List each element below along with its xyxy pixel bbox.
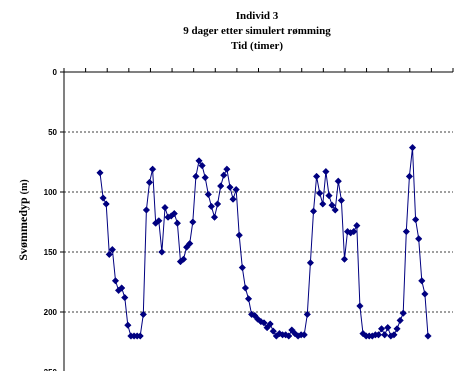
- data-point-4: [108, 245, 117, 254]
- data-point-2: [102, 200, 110, 208]
- data-point-55: [266, 320, 274, 328]
- y-tick-label-250: 250: [44, 368, 58, 371]
- data-point-33: [198, 161, 206, 170]
- data-point-19: [155, 217, 163, 225]
- data-point-43: [229, 195, 237, 203]
- gridlines: [64, 131, 453, 313]
- data-point-67: [303, 310, 311, 319]
- data-point-72: [319, 200, 327, 208]
- data-point-24: [170, 209, 178, 218]
- data-point-56: [269, 327, 277, 335]
- data-point-99: [402, 227, 410, 236]
- data-point-71: [316, 189, 324, 197]
- y-tick-labels: 0 50 100 150 200 250: [44, 68, 58, 371]
- data-point-13: [136, 332, 144, 340]
- data-point-106: [424, 332, 432, 340]
- y-tick-label-200: 200: [44, 308, 58, 317]
- data-point-34: [201, 173, 209, 182]
- data-point-14: [139, 310, 147, 319]
- data-point-90: [374, 331, 383, 339]
- data-point-47: [241, 284, 250, 292]
- data-point-35: [204, 190, 212, 199]
- data-point-91: [377, 325, 386, 333]
- data-point-104: [418, 277, 426, 285]
- data-point-100: [405, 172, 414, 181]
- data-point-1: [99, 194, 107, 202]
- data-point-9: [124, 321, 132, 329]
- data-point-77: [334, 177, 342, 185]
- data-point-70: [312, 172, 321, 181]
- data-point-41: [223, 165, 231, 173]
- data-point-29: [186, 239, 194, 248]
- series-depth: [96, 143, 432, 340]
- data-point-84: [356, 302, 364, 310]
- data-point-102: [411, 215, 420, 224]
- data-point-0: [96, 169, 104, 177]
- data-point-39: [217, 182, 225, 190]
- data-point-38: [213, 200, 222, 208]
- data-point-27: [179, 255, 188, 263]
- data-point-76: [331, 206, 339, 214]
- data-point-8: [121, 293, 129, 302]
- y-tick-label-50: 50: [48, 128, 57, 137]
- data-point-79: [340, 255, 349, 263]
- data-point-51: [254, 315, 262, 323]
- data-point-30: [189, 218, 197, 226]
- data-point-69: [309, 207, 318, 215]
- data-point-103: [415, 235, 423, 243]
- y-axis-label-unit: (m): [19, 179, 30, 194]
- data-point-66: [300, 331, 308, 339]
- y-axis-label: Svømmedyp (m): [16, 179, 30, 260]
- data-point-75: [328, 201, 336, 209]
- data-point-15: [142, 206, 151, 214]
- data-point-73: [322, 167, 330, 176]
- y-axis-label-text: Svømmedyp: [16, 197, 30, 261]
- data-point-68: [306, 259, 315, 267]
- data-point-46: [238, 263, 246, 272]
- data-point-16: [145, 178, 154, 187]
- data-point-5: [111, 277, 120, 285]
- data-point-63: [291, 329, 299, 338]
- data-point-7: [118, 284, 126, 292]
- data-point-96: [393, 325, 401, 333]
- data-point-78: [337, 196, 346, 205]
- data-point-82: [350, 227, 358, 236]
- y-tick-label-150: 150: [44, 248, 58, 257]
- data-point-93: [384, 323, 392, 332]
- data-point-20: [158, 248, 166, 256]
- data-point-53: [260, 319, 268, 327]
- data-point-48: [244, 295, 253, 303]
- y-tick-label-0: 0: [53, 68, 58, 77]
- data-point-97: [396, 316, 404, 325]
- data-point-105: [421, 290, 429, 298]
- data-point-36: [207, 202, 216, 211]
- chart-title-line-3: Tid (timer): [231, 40, 283, 52]
- data-point-21: [161, 203, 169, 212]
- data-point-101: [408, 143, 417, 152]
- data-point-61: [285, 332, 293, 340]
- chart-title-line-1: Individ 3: [236, 10, 279, 22]
- data-point-42: [226, 183, 234, 191]
- data-point-83: [353, 221, 361, 230]
- data-point-31: [192, 172, 200, 181]
- chart-title-line-2: 9 dager etter simulert rømming: [183, 25, 331, 37]
- data-point-44: [232, 185, 240, 194]
- data-point-98: [399, 309, 407, 317]
- data-point-37: [210, 213, 219, 221]
- data-point-32: [195, 157, 203, 165]
- data-point-17: [148, 165, 157, 173]
- data-point-3: [105, 250, 113, 259]
- y-tick-label-100: 100: [44, 188, 58, 197]
- series-line: [99, 147, 429, 337]
- data-point-92: [381, 331, 389, 339]
- data-point-85: [359, 329, 367, 338]
- data-point-40: [220, 171, 228, 179]
- data-point-74: [325, 191, 333, 200]
- data-point-25: [173, 219, 182, 227]
- data-point-95: [390, 331, 398, 339]
- data-point-45: [235, 231, 243, 239]
- axes: [60, 68, 454, 371]
